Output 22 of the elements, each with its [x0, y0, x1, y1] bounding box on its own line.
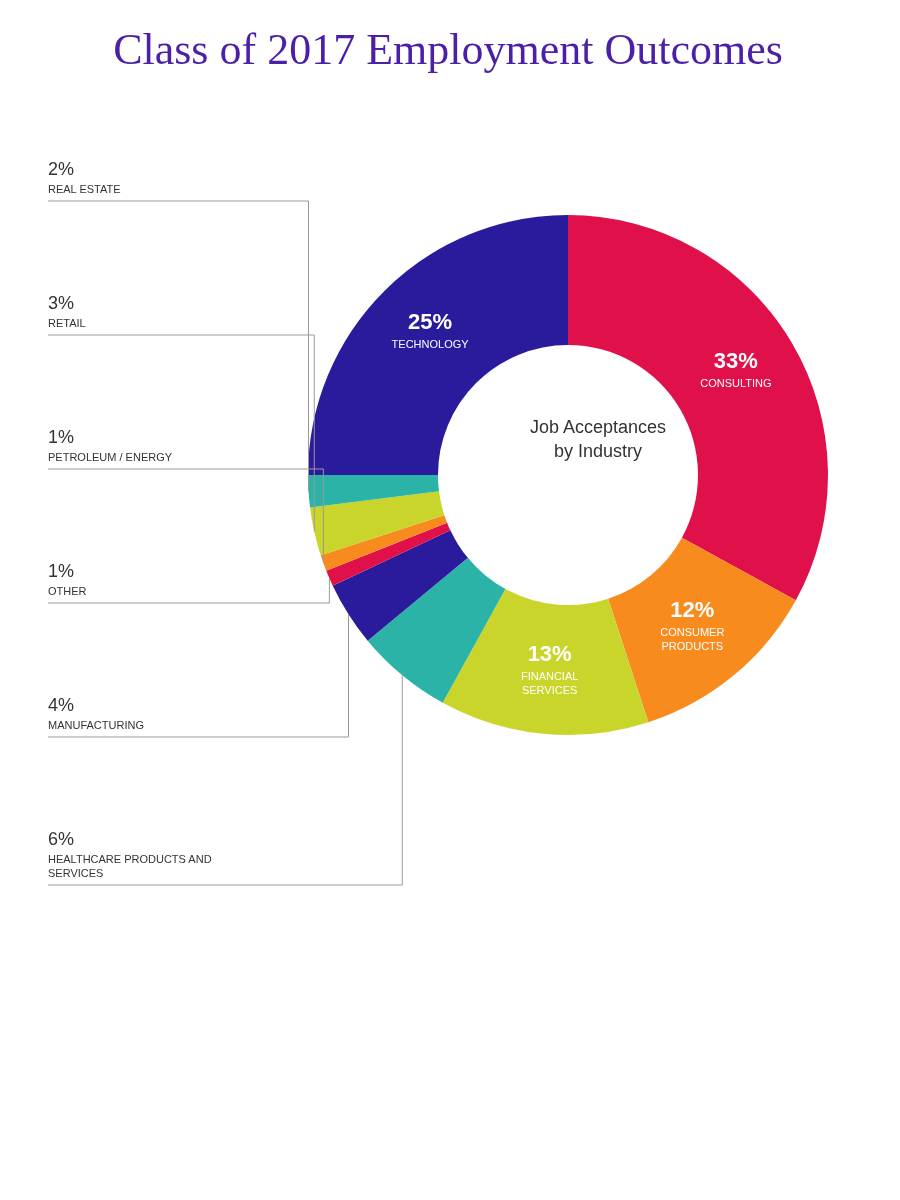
- slice-label: REAL ESTATE: [48, 183, 121, 195]
- data-label: 1%: [48, 561, 75, 581]
- data-label: 13%: [527, 641, 572, 667]
- data-label: 3%: [48, 293, 75, 313]
- slice-label: FINANCIAL SERVICES: [520, 670, 579, 697]
- slice-label: PETROLEUM / ENERGY: [48, 451, 173, 463]
- chart-title: Class of 2017 Employment Outcomes: [112, 24, 784, 75]
- data-label: 1%: [48, 427, 75, 447]
- slice-label: HEALTHCARE PRODUCTS AND SERVICES: [48, 853, 212, 879]
- text: Job Acceptances by Industry: [528, 416, 668, 463]
- data-label: 33%: [713, 347, 758, 373]
- slice-label: RETAIL: [48, 317, 86, 329]
- data-label: 2%: [48, 159, 75, 179]
- slice-label: TECHNOLOGY: [391, 338, 470, 351]
- data-label: 4%: [48, 695, 75, 715]
- data-label: 25%: [408, 309, 453, 335]
- slice-label: CONSULTING: [700, 376, 772, 389]
- slice-label: OTHER: [48, 585, 87, 597]
- slice-label: MANUFACTURING: [48, 719, 144, 731]
- slice-label: CONSUMER PRODUCTS: [660, 626, 725, 653]
- data-label: 6%: [48, 829, 75, 849]
- data-label: 12%: [670, 597, 715, 623]
